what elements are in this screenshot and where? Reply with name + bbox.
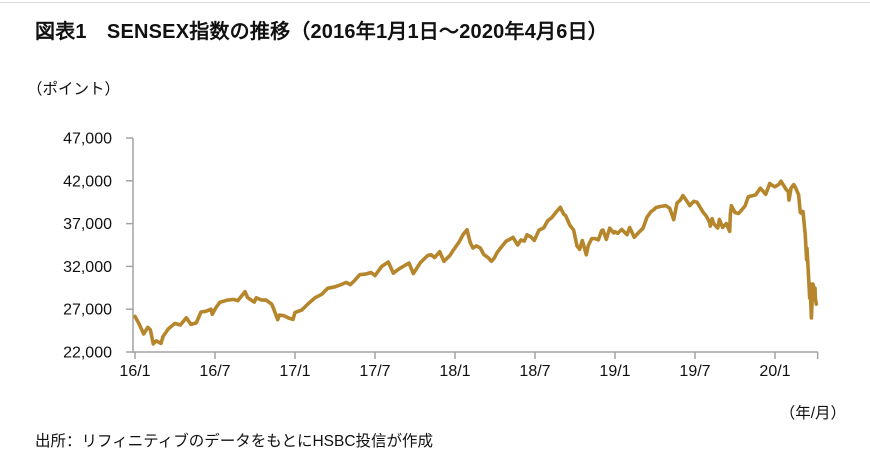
y-tick-label: 32,000 [63, 259, 112, 276]
x-axis-unit-label: （年/月） [779, 405, 846, 422]
y-axis-unit-label: （ポイント） [27, 81, 121, 98]
figure-title: 図表1 SENSEX指数の推移（2016年1月1日～2020年4月6日） [35, 21, 608, 43]
x-tick-label: 19/7 [679, 363, 710, 380]
y-tick-label: 37,000 [63, 216, 112, 233]
x-tick-label: 16/1 [119, 363, 150, 380]
top-divider [0, 2, 870, 3]
y-tick-label: 47,000 [63, 131, 112, 148]
x-tick-label: 19/1 [599, 363, 630, 380]
source-note: 出所：リフィニティブのデータをもとにHSBC投信が作成 [35, 433, 434, 450]
x-tick-label: 16/7 [199, 363, 230, 380]
x-tick-label: 17/7 [359, 363, 390, 380]
y-tick-label: 22,000 [63, 345, 112, 362]
x-tick-label: 17/1 [279, 363, 310, 380]
sensex-line-series [133, 179, 819, 346]
x-tick-label: 18/7 [519, 363, 550, 380]
x-tick-label: 20/1 [759, 363, 790, 380]
y-tick-label: 42,000 [63, 173, 112, 190]
y-tick-label: 27,000 [63, 302, 112, 319]
x-tick-label: 18/1 [439, 363, 470, 380]
